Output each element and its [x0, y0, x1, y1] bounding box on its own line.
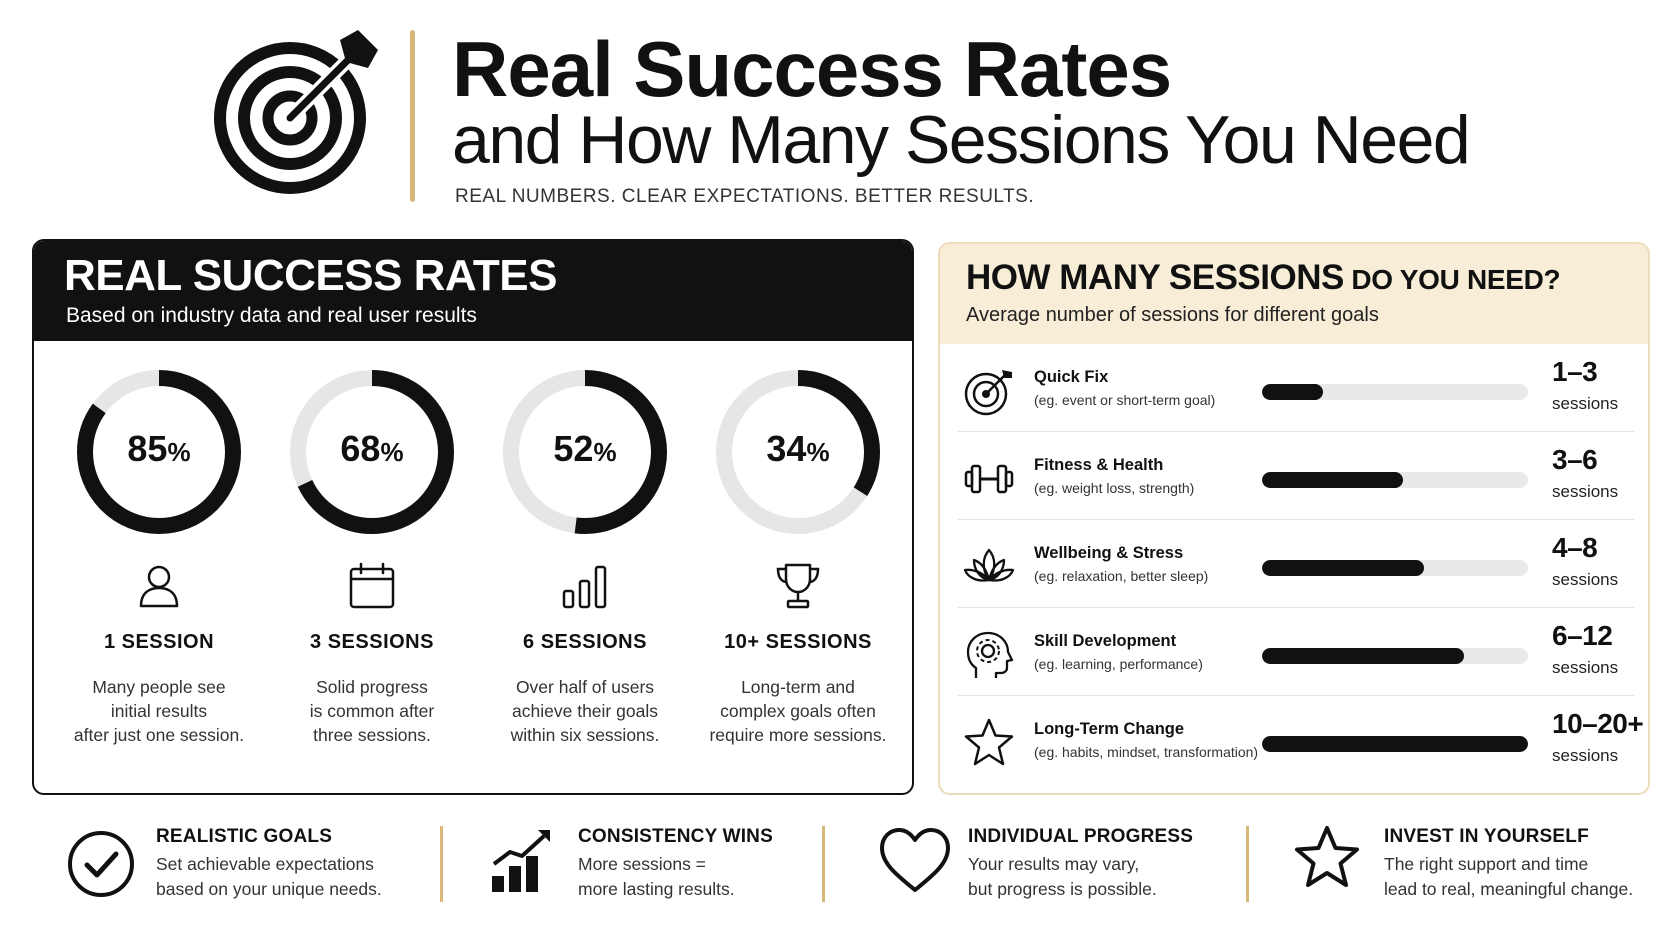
- rate-ring: [503, 370, 667, 534]
- goal-name: Long-Term Change: [1034, 720, 1185, 738]
- goal-name: Fitness & Health: [1034, 456, 1164, 474]
- goal-session-unit: sessions: [1552, 570, 1619, 589]
- star-outline-icon: [1295, 826, 1359, 887]
- goal-example: (eg. habits, mindset, transformation): [1034, 744, 1259, 760]
- tip-text: The right support and time lead to real,…: [1384, 854, 1634, 899]
- rate-percent: 34%: [766, 428, 830, 469]
- goal-example: (eg. learning, performance): [1034, 656, 1203, 672]
- rate-description: Over half of users achieve their goals w…: [510, 677, 660, 745]
- target-icon: [964, 370, 1012, 416]
- sessions-needed-title: HOW MANY SESSIONS DO YOU NEED?: [966, 258, 1561, 297]
- goal-name: Skill Development: [1034, 632, 1177, 650]
- tip-title: CONSISTENCY WINS: [578, 826, 773, 847]
- goal-session-count: 6–12: [1552, 620, 1613, 651]
- goal-bar-track: [1262, 384, 1528, 400]
- tip-text: More sessions = more lasting results.: [578, 854, 735, 899]
- header: Real Success Rates and How Many Sessions…: [0, 0, 1672, 215]
- tip-title: REALISTIC GOALS: [156, 826, 333, 847]
- page-title: Real Success Rates: [452, 25, 1172, 113]
- rate-label: 6 SESSIONS: [523, 631, 647, 653]
- goal-row: Quick Fix (eg. event or short-term goal)…: [958, 344, 1634, 432]
- header-divider: [410, 30, 415, 202]
- goal-row: Skill Development (eg. learning, perform…: [958, 608, 1634, 696]
- target-arrow-icon: [214, 30, 378, 194]
- rate-ring: [77, 370, 241, 534]
- checkmark-circle-icon: [68, 831, 134, 897]
- goal-row: Wellbeing & Stress (eg. relaxation, bett…: [958, 520, 1634, 608]
- rate-description: Long-term and complex goals often requir…: [709, 677, 887, 745]
- growth-chart-icon: [492, 830, 550, 892]
- goal-session-count: 1–3: [1552, 356, 1598, 387]
- rate-label: 1 SESSION: [103, 631, 215, 653]
- head-gear-icon: [966, 631, 1014, 678]
- success-rates-header: REAL SUCCESS RATES Based on industry dat…: [34, 241, 912, 341]
- tip-divider: [822, 826, 825, 902]
- goal-bar-fill: [1262, 472, 1403, 488]
- goal-example: (eg. relaxation, better sleep): [1034, 568, 1209, 584]
- goal-name: Wellbeing & Stress: [1034, 544, 1184, 562]
- goal-example: (eg. event or short-term goal): [1034, 392, 1216, 408]
- goal-bar-fill: [1262, 736, 1528, 752]
- rate-percent: 85%: [127, 428, 191, 469]
- tip-title: INVEST IN YOURSELF: [1384, 826, 1589, 847]
- tip-invest-in-yourself: INVEST IN YOURSELF The right support and…: [1294, 818, 1654, 918]
- rate-column: 52% 6 SESSIONS Over half of users achiev…: [480, 241, 690, 793]
- tip-title: INDIVIDUAL PROGRESS: [968, 826, 1194, 847]
- goal-session-unit: sessions: [1552, 482, 1619, 501]
- goal-bar-fill: [1262, 384, 1324, 400]
- rate-percent: 52%: [553, 428, 617, 469]
- goal-bar-track: [1262, 560, 1528, 576]
- success-rates-title: REAL SUCCESS RATES: [64, 251, 558, 300]
- dumbbell-icon: [964, 464, 1014, 494]
- rate-ring: [716, 370, 880, 534]
- rate-description: Solid progress is common after three ses…: [309, 677, 435, 745]
- goal-session-count: 10–20+: [1552, 708, 1644, 739]
- rate-percent: 68%: [340, 428, 404, 469]
- goal-bar-track: [1262, 648, 1528, 664]
- goal-name: Quick Fix: [1034, 368, 1109, 386]
- goal-example: (eg. weight loss, strength): [1034, 480, 1195, 496]
- page-subtitle: and How Many Sessions You Need: [452, 102, 1471, 178]
- goal-session-count: 3–6: [1552, 444, 1598, 475]
- rate-label: 10+ SESSIONS: [724, 631, 872, 653]
- goal-session-unit: sessions: [1552, 658, 1619, 677]
- goal-bar-fill: [1262, 560, 1425, 576]
- star-icon: [964, 718, 1014, 766]
- tip-divider: [1246, 826, 1249, 902]
- tip-realistic-goals: REALISTIC GOALS Set achievable expectati…: [66, 818, 426, 918]
- success-rates-subtitle: Based on industry data and real user res…: [66, 304, 477, 327]
- success-rates-panel: REAL SUCCESS RATES Based on industry dat…: [32, 239, 914, 795]
- calendar-icon: [349, 562, 395, 609]
- goal-bar-fill: [1262, 648, 1465, 664]
- heart-icon: [880, 828, 950, 892]
- sessions-needed-subtitle: Average number of sessions for different…: [966, 304, 1379, 326]
- goal-session-unit: sessions: [1552, 746, 1619, 765]
- rate-description: Many people see initial results after ju…: [73, 677, 245, 745]
- user-icon: [139, 565, 179, 608]
- tip-individual-progress: INDIVIDUAL PROGRESS Your results may var…: [878, 818, 1228, 918]
- tip-divider: [440, 826, 443, 902]
- goal-row: Fitness & Health (eg. weight loss, stren…: [958, 432, 1634, 520]
- rate-column: 34% 10+ SESSIONS Long-term and complex g…: [693, 241, 903, 793]
- goal-session-unit: sessions: [1552, 394, 1619, 413]
- rate-ring: [290, 370, 454, 534]
- rate-label: 3 SESSIONS: [310, 631, 434, 653]
- rate-column: 68% 3 SESSIONS Solid progress is common …: [267, 241, 477, 793]
- trophy-icon: [776, 563, 820, 609]
- rate-column: 85% 1 SESSION Many people see initial re…: [54, 241, 264, 793]
- goal-bar-track: [1262, 472, 1528, 488]
- page-tagline: REAL NUMBERS. CLEAR EXPECTATIONS. BETTER…: [455, 186, 1035, 207]
- sessions-needed-header: HOW MANY SESSIONS DO YOU NEED? Average n…: [940, 244, 1648, 344]
- goal-session-count: 4–8: [1552, 532, 1598, 563]
- lotus-icon: [963, 548, 1015, 582]
- tip-text: Your results may vary, but progress is p…: [968, 854, 1157, 899]
- goal-bar-track: [1262, 736, 1528, 752]
- tip-consistency-wins: CONSISTENCY WINS More sessions = more la…: [488, 818, 818, 918]
- tip-text: Set achievable expectations based on you…: [156, 854, 382, 899]
- goal-row: Long-Term Change (eg. habits, mindset, t…: [958, 696, 1644, 784]
- bar-chart-icon: [562, 565, 607, 609]
- sessions-needed-panel: HOW MANY SESSIONS DO YOU NEED? Average n…: [938, 242, 1650, 795]
